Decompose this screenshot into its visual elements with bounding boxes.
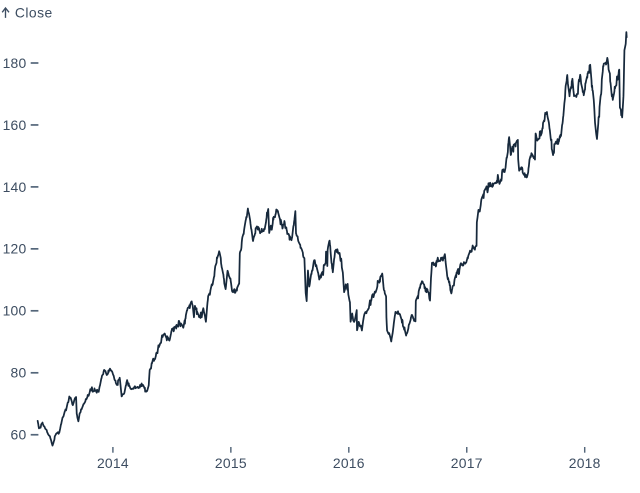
svg-text:140: 140 xyxy=(3,179,27,195)
svg-text:160: 160 xyxy=(3,117,27,133)
svg-text:Close: Close xyxy=(15,5,53,21)
svg-text:80: 80 xyxy=(11,365,27,381)
svg-text:2014: 2014 xyxy=(97,455,129,471)
svg-text:2015: 2015 xyxy=(215,455,247,471)
svg-text:100: 100 xyxy=(3,303,27,319)
svg-text:60: 60 xyxy=(11,427,27,443)
svg-text:120: 120 xyxy=(3,241,27,257)
svg-text:2017: 2017 xyxy=(451,455,483,471)
svg-text:2016: 2016 xyxy=(333,455,365,471)
svg-text:2018: 2018 xyxy=(569,455,601,471)
svg-text:180: 180 xyxy=(3,55,27,71)
